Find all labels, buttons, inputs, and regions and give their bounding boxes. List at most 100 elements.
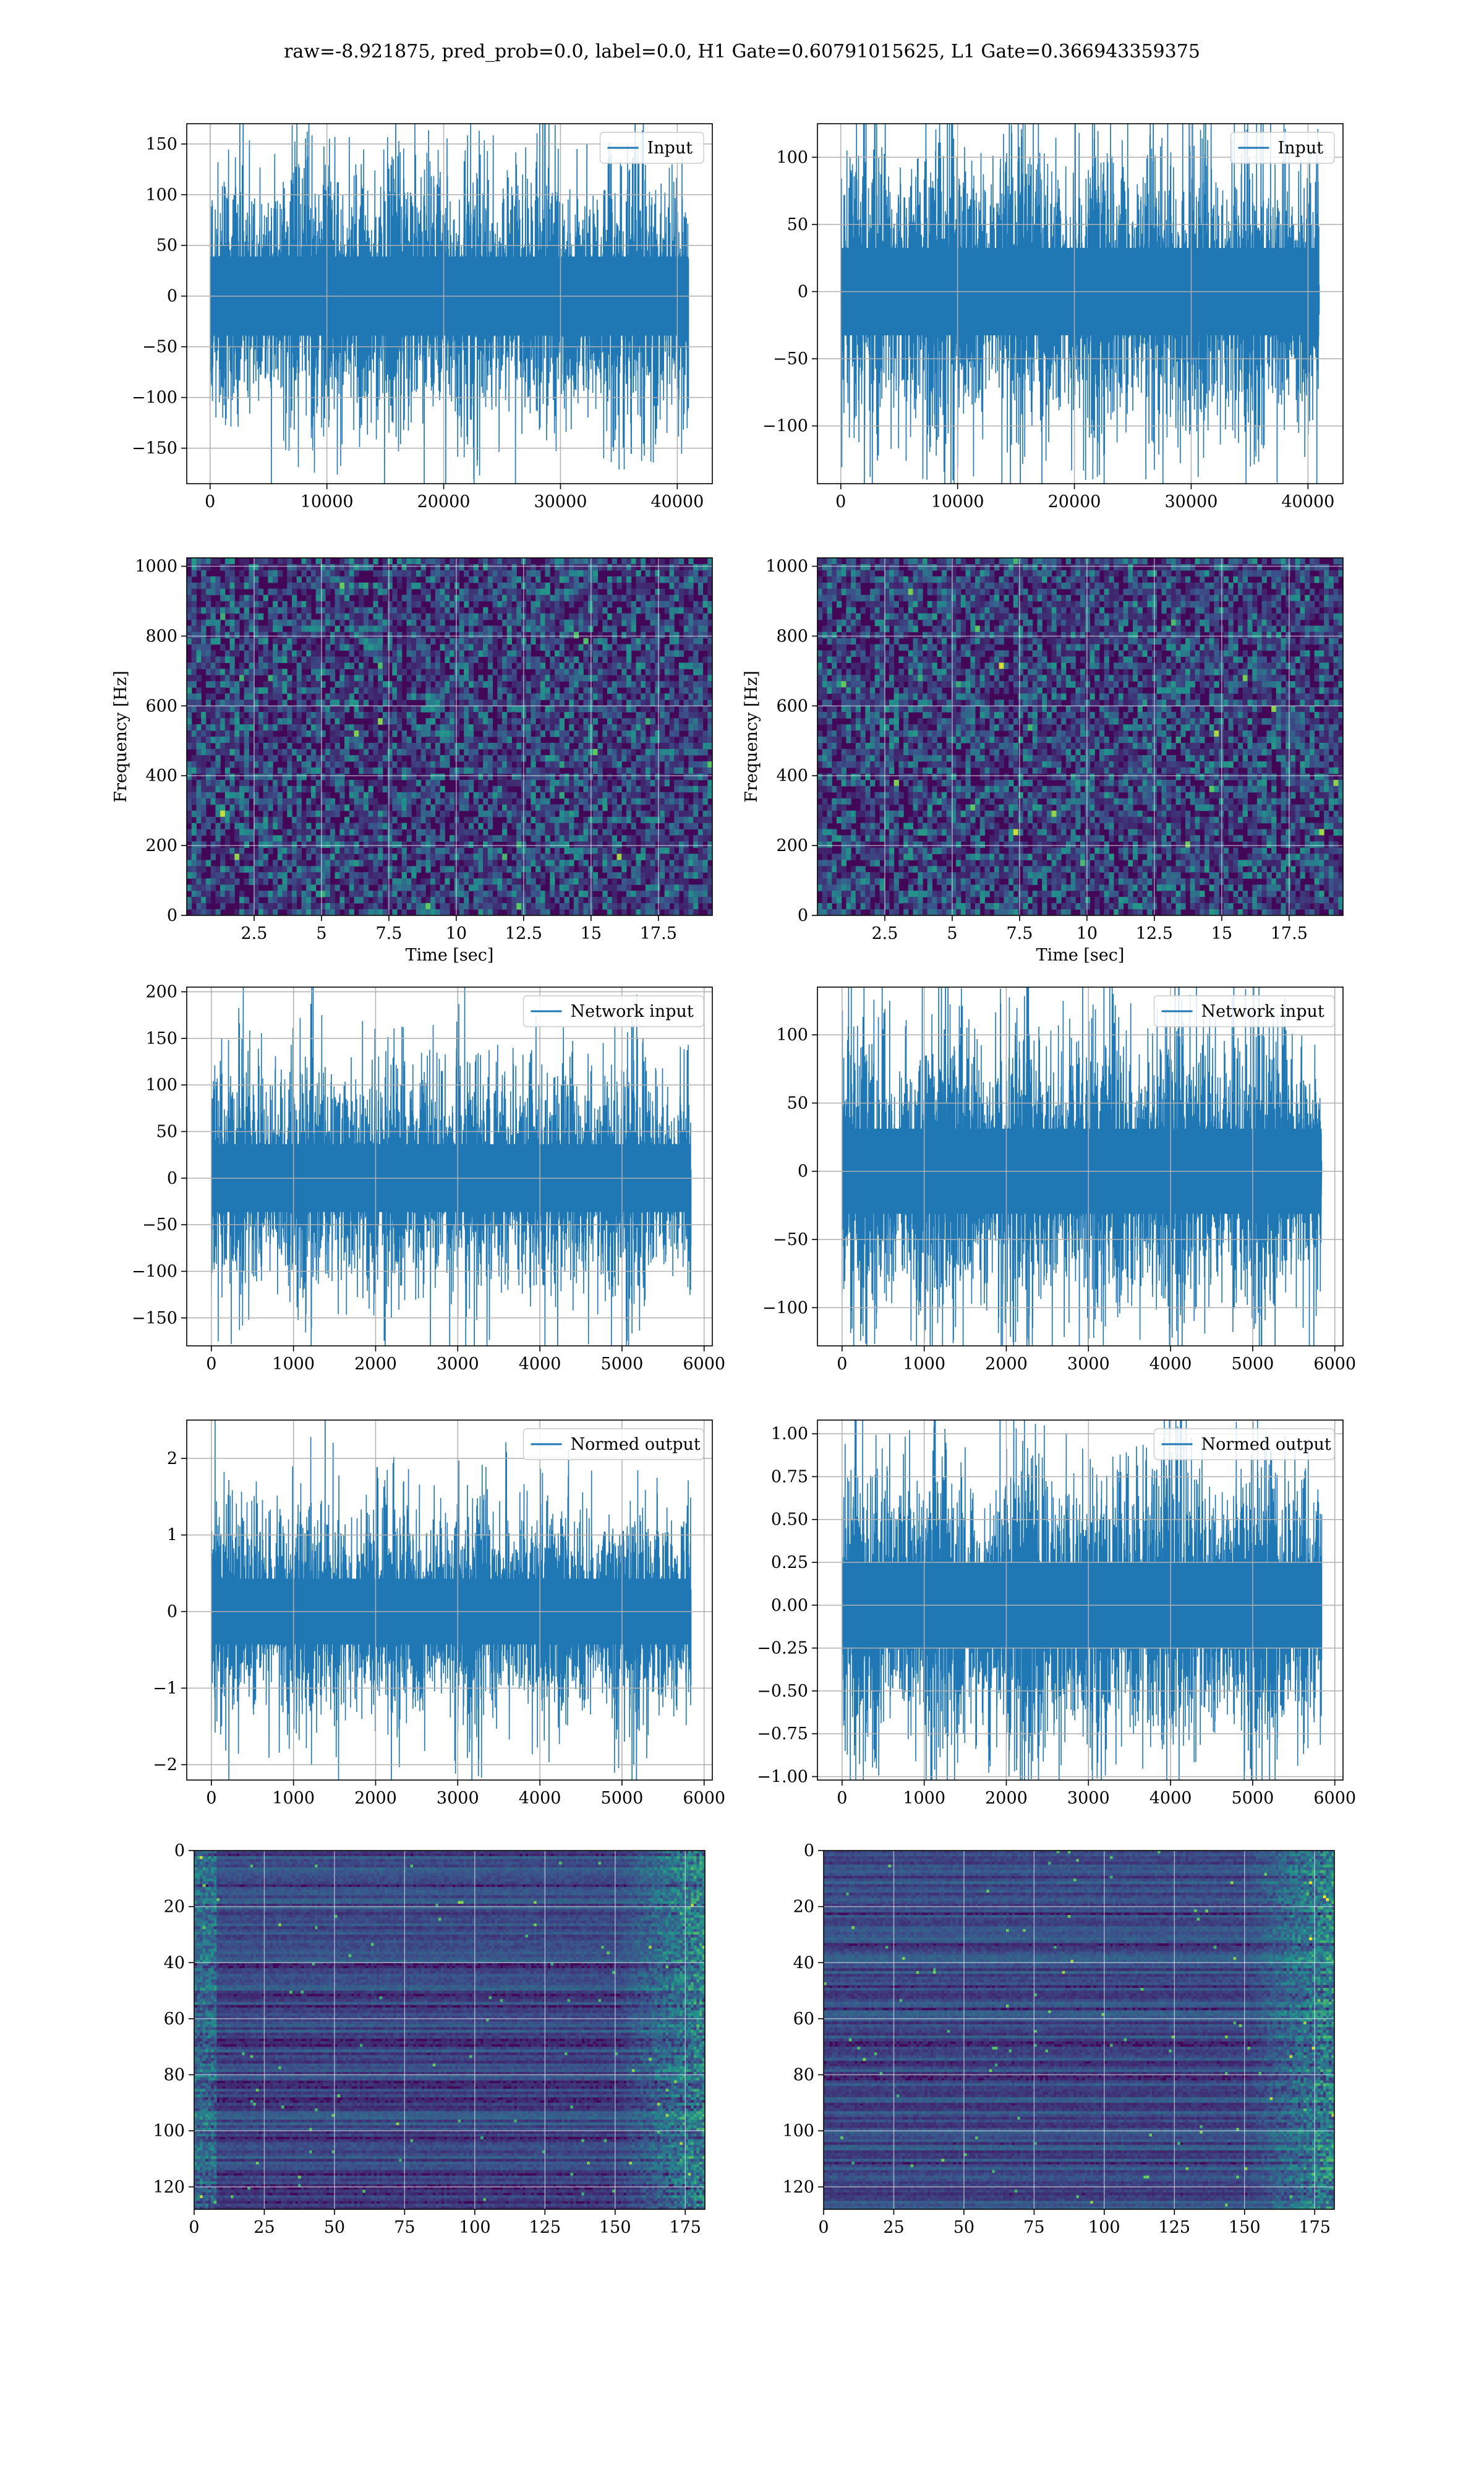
legend-box — [522, 995, 704, 1027]
y-tick-label: 800 — [145, 627, 177, 646]
x-tick-label: 30000 — [1164, 492, 1217, 511]
legend-label: Input — [647, 139, 693, 158]
l1-input-plot-area — [817, 124, 1343, 484]
h1-feature-map-plot-area — [194, 1851, 705, 2209]
x-tick-label: 7.5 — [375, 924, 402, 943]
x-tick-label: 50 — [953, 2218, 974, 2237]
y-tick-label: 400 — [145, 766, 177, 785]
x-tick-label: 4000 — [519, 1789, 561, 1808]
x-tick-label: 125 — [529, 2218, 561, 2237]
legend-box — [1230, 132, 1335, 164]
y-tick-label: 1000 — [765, 557, 808, 576]
x-tick-label: 3000 — [437, 1789, 479, 1808]
l1-normed-output: 0 1000 2000 3000 4000 5000 6000 −1.00 −0.75 −0.50… — [757, 1419, 1356, 1808]
y-tick-label: 800 — [776, 627, 808, 646]
h1-normed-output-plot-area — [187, 1420, 712, 1780]
y-tick-label: 200 — [776, 836, 808, 855]
y-tick-label: 0 — [798, 282, 808, 301]
h1-spectrogram-plot-area — [187, 558, 712, 915]
y-tick-label: 50 — [156, 236, 177, 255]
y-tick-label: 0.75 — [771, 1467, 808, 1486]
x-tick-label: 7.5 — [1006, 924, 1033, 943]
y-tick-label: −0.25 — [757, 1639, 808, 1658]
legend-box — [1153, 1428, 1335, 1460]
y-tick-label: −100 — [132, 1262, 177, 1281]
y-tick-label: 0.00 — [771, 1596, 808, 1615]
x-tick-label: 0 — [837, 1355, 847, 1374]
h1-feature-map-frame — [194, 1850, 706, 2210]
h1-input: 0 10000 20000 30000 40000 −150 −100 −50 0 50 100 15… — [132, 123, 713, 511]
x-tick-label: 50 — [324, 2218, 345, 2237]
y-tick-label: 0 — [167, 1603, 177, 1622]
l1-spectrogram-cells — [817, 558, 1343, 915]
y-tick-label: 600 — [145, 696, 177, 716]
x-tick-label: 100 — [1088, 2218, 1120, 2237]
y-tick-label: 100 — [145, 1076, 177, 1095]
x-tick-label: 1000 — [272, 1789, 315, 1808]
y-tick-label: 50 — [787, 215, 808, 234]
h1-spectrogram-cells — [187, 558, 712, 915]
y-tick-label: 60 — [793, 2010, 814, 2029]
x-tick-label: 6000 — [683, 1789, 725, 1808]
legend-box — [522, 1428, 704, 1460]
y-tick-label: 50 — [787, 1094, 808, 1113]
y-tick-label: 400 — [776, 766, 808, 785]
x-tick-label: 2000 — [354, 1355, 397, 1374]
x-tick-label: 17.5 — [1271, 924, 1308, 943]
y-tick-label: 1.00 — [771, 1424, 808, 1444]
l1-spectrogram: 2.5 5 7.5 10 12.5 15 17.5 0 200 400 600 800 1000 Time… — [742, 557, 1344, 965]
y-tick-label: 100 — [776, 1025, 808, 1045]
x-tick-label: 1000 — [903, 1789, 945, 1808]
legend-label: Normed output — [1201, 1435, 1331, 1454]
x-tick-label: 4000 — [519, 1355, 561, 1374]
l1-input-frame — [817, 123, 1344, 484]
l1-spectrogram-ylabel: Frequency [Hz] — [742, 670, 761, 802]
legend-box — [1153, 995, 1335, 1027]
x-tick-label: 12.5 — [1136, 924, 1173, 943]
x-tick-label: 40000 — [650, 492, 704, 511]
y-tick-label: −50 — [773, 349, 808, 369]
x-tick-label: 0 — [206, 1355, 216, 1374]
legend-label: Normed output — [571, 1435, 701, 1454]
x-tick-label: 5 — [316, 924, 326, 943]
x-tick-label: 40000 — [1281, 492, 1334, 511]
l1-spectrogram-xlabel: Time [sec] — [1036, 946, 1125, 965]
y-tick-label: −100 — [762, 417, 808, 436]
y-tick-label: 200 — [145, 836, 177, 855]
y-tick-label: −1 — [153, 1679, 177, 1698]
x-tick-label: 75 — [394, 2218, 415, 2237]
x-tick-label: 125 — [1159, 2218, 1191, 2237]
x-tick-label: 3000 — [1067, 1789, 1110, 1808]
legend-box — [599, 132, 704, 164]
h1-feature-map-cells — [194, 1851, 705, 2209]
y-tick-label: 100 — [782, 2121, 814, 2141]
l1-normed-output-legend: Normed output — [1153, 1428, 1335, 1460]
x-tick-label: 2000 — [985, 1355, 1028, 1374]
y-tick-label: −0.50 — [757, 1682, 808, 1701]
l1-input-legend: Input — [1230, 132, 1335, 164]
l1-feature-map-cells — [824, 1851, 1334, 2209]
figure-title: raw=-8.921875, pred_prob=0.0, label=0.0,… — [0, 41, 1484, 62]
x-tick-label: 10 — [1077, 924, 1098, 943]
y-tick-label: 120 — [782, 2178, 814, 2197]
x-tick-label: 10000 — [931, 492, 984, 511]
x-tick-label: 3000 — [437, 1355, 479, 1374]
legend-label: Input — [1278, 139, 1324, 158]
h1-feature-map: 0 25 50 75 100 125 150 175 0 20 40 60 80 100 120 — [153, 1841, 706, 2237]
y-tick-label: 0.25 — [771, 1553, 808, 1572]
y-tick-label: 120 — [153, 2178, 185, 2197]
x-tick-label: 3000 — [1067, 1355, 1110, 1374]
l1-feature-map-frame — [823, 1850, 1335, 2210]
x-tick-label: 1000 — [903, 1355, 945, 1374]
l1-feature-map-plot-area — [824, 1851, 1334, 2209]
x-tick-label: 4000 — [1149, 1355, 1192, 1374]
y-tick-label: 0 — [804, 1841, 814, 1860]
x-tick-label: 75 — [1023, 2218, 1044, 2237]
h1-network-input-frame — [186, 987, 713, 1346]
h1-spectrogram-ylabel: Frequency [Hz] — [111, 670, 130, 802]
y-tick-label: 0 — [167, 1169, 177, 1188]
x-tick-label: 10 — [446, 924, 467, 943]
y-tick-label: 100 — [153, 2121, 185, 2141]
h1-network-input: 0 1000 2000 3000 4000 5000 6000 −150 −100 −50 0 50 1… — [132, 983, 725, 1374]
